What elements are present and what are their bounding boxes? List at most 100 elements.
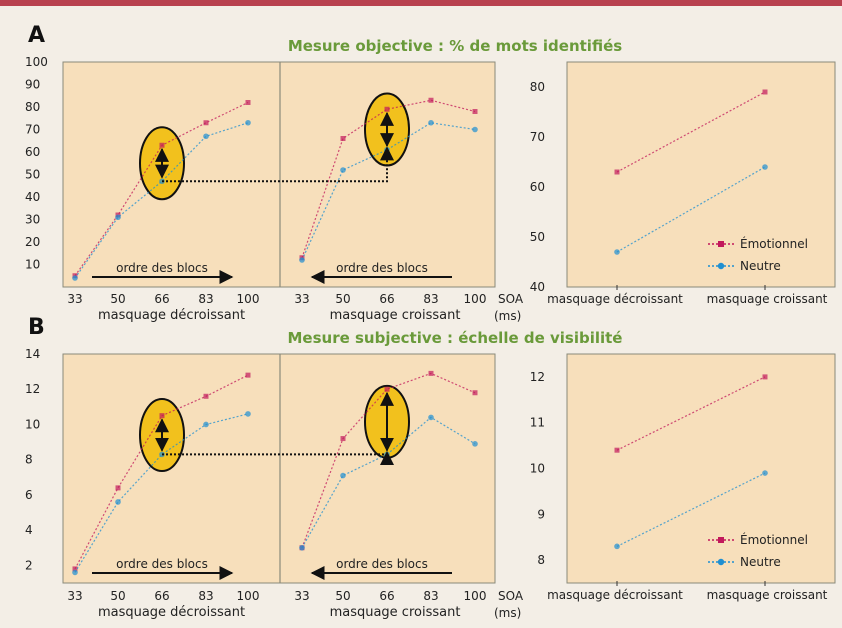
emotional-left-point-2 [159, 413, 165, 419]
x-tick-middle: 100 [464, 589, 487, 603]
y-tick-right: 70 [530, 130, 545, 144]
emotional-middle-point-4 [472, 109, 478, 114]
legend-neutral-marker [717, 558, 725, 566]
emotional-middle-point-3 [428, 370, 434, 376]
legend-neutral-label: Neutre [740, 555, 781, 569]
y-tick-left: 10 [25, 417, 40, 431]
x-tick-middle: 50 [335, 292, 350, 306]
block-order-label-middle: ordre des blocs [336, 557, 428, 571]
y-tick-left: 100 [25, 55, 48, 69]
emotional-right-point-1 [762, 89, 768, 95]
panel-a: A Mesure objective : % de mots identifiés… [25, 23, 836, 323]
neutral-left-point-4 [245, 411, 251, 417]
x-tick-middle: 33 [294, 589, 309, 603]
y-tick-left: 90 [25, 78, 40, 92]
legend: Émotionnel Neutre [708, 236, 808, 273]
x-label-middle: masquage croissant [330, 605, 461, 620]
emotional-left-point-1 [115, 485, 121, 491]
x-tick-middle: 66 [379, 589, 394, 603]
x-tick-right: masquage croissant [707, 292, 828, 306]
y-tick-right: 9 [537, 507, 545, 521]
y-tick-right: 8 [537, 553, 545, 567]
legend: Émotionnel Neutre [708, 532, 808, 569]
emotional-right-point-0 [614, 169, 620, 175]
x-tick-middle: 100 [464, 292, 487, 306]
plot-area-left-middle [62, 61, 496, 288]
x-tick-left: 50 [110, 292, 125, 306]
x-tick-left: 33 [67, 292, 82, 306]
x-tick-right: masquage décroissant [547, 292, 683, 306]
y-tick-left: 14 [25, 347, 40, 361]
y-tick-left: 20 [25, 235, 40, 249]
emotional-middle-line [301, 99, 476, 258]
emotional-right-line [616, 91, 766, 173]
connector-dotted-arrow [162, 451, 394, 466]
y-tick-left: 10 [25, 258, 40, 272]
emotional-left-point-3 [203, 393, 209, 399]
y-tick-left: 80 [25, 100, 40, 114]
x-tick-middle: 83 [423, 589, 438, 603]
x-tick-left: 83 [198, 292, 213, 306]
emotional-left-point-3 [203, 120, 209, 126]
soa-unit: (ms) [494, 606, 521, 620]
neutral-left-point-0 [72, 569, 78, 576]
block-order-label-middle: ordre des blocs [336, 261, 428, 275]
emotional-middle-point-2 [384, 386, 390, 392]
emotional-middle-point-3 [428, 97, 434, 103]
x-tick-left: 33 [67, 589, 82, 603]
emotional-left-point-4 [245, 100, 251, 105]
legend-emotional-marker [718, 537, 724, 543]
series-group-left [72, 100, 251, 281]
x-label-left: masquage décroissant [98, 308, 245, 323]
emotional-right-line [616, 376, 766, 451]
emotional-left-point-0 [72, 566, 78, 572]
connector-dotted-arrow [162, 146, 394, 183]
block-order-label-left: ordre des blocs [116, 261, 208, 275]
neutral-middle-point-4 [472, 126, 478, 133]
emotional-left-point-4 [245, 372, 251, 378]
panel-letter: A [28, 23, 45, 48]
emotional-middle-line [301, 372, 476, 549]
emotional-right-point-1 [762, 374, 768, 380]
soa-label: SOA [498, 589, 524, 603]
x-tick-middle: 66 [379, 292, 394, 306]
soa-label: SOA [498, 292, 524, 306]
legend-neutral-label: Neutre [740, 259, 781, 273]
y-tick-right: 10 [530, 462, 545, 476]
neutral-middle-point-0 [299, 257, 305, 263]
neutral-left-point-4 [245, 119, 251, 126]
neutral-middle-point-4 [472, 441, 478, 447]
panel-b: B Mesure subjective : échelle de visibili… [25, 315, 836, 620]
panel-title: Mesure subjective : échelle de visibilit… [288, 329, 623, 347]
neutral-middle-point-1 [340, 472, 346, 479]
x-label-middle: masquage croissant [330, 308, 461, 323]
plot-area-right [566, 61, 836, 288]
x-tick-left: 66 [154, 589, 169, 603]
y-tick-right: 11 [530, 416, 545, 430]
neutral-middle-point-0 [299, 544, 305, 551]
neutral-right-line [616, 166, 766, 253]
y-tick-left: 50 [25, 168, 40, 182]
y-tick-right: 80 [530, 80, 545, 94]
x-tick-left: 66 [154, 292, 169, 306]
y-tick-left: 6 [25, 488, 33, 502]
y-tick-left: 30 [25, 213, 40, 227]
x-tick-left: 50 [110, 589, 125, 603]
x-tick-middle: 83 [423, 292, 438, 306]
neutral-left-point-1 [115, 499, 121, 505]
neutral-right-point-0 [614, 249, 620, 255]
soa-unit: (ms) [494, 309, 521, 323]
legend-emotional-label: Émotionnel [740, 236, 808, 251]
emotional-right-point-0 [614, 447, 620, 453]
neutral-left-line [74, 122, 249, 279]
panel-title: Mesure objective : % de mots identifiés [288, 37, 622, 55]
series-group-left [72, 372, 251, 576]
neutral-right-point-0 [614, 543, 620, 550]
y-tick-right: 60 [530, 180, 545, 194]
x-tick-middle: 50 [335, 589, 350, 603]
panel-letter: B [28, 315, 45, 340]
y-tick-left: 60 [25, 145, 40, 159]
x-tick-middle: 33 [294, 292, 309, 306]
neutral-left-point-3 [203, 421, 209, 428]
emotional-middle-point-2 [384, 106, 390, 112]
